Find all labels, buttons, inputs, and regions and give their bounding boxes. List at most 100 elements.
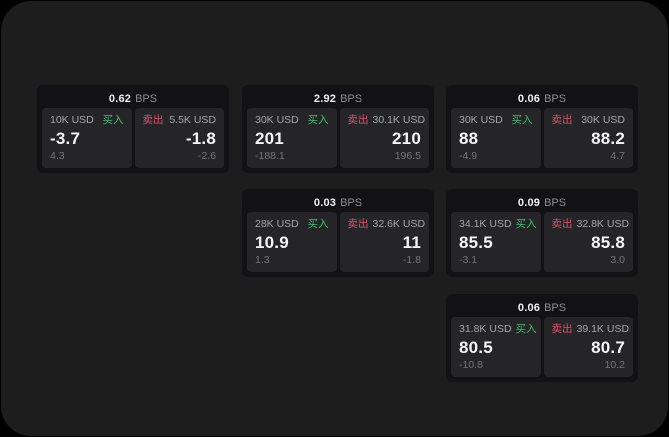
buy-side-label: 买入 xyxy=(307,114,329,126)
quote-panels: 30K USD 买入 88 -4.9 卖出 30K USD 88.2 4.7 xyxy=(451,108,633,168)
sell-panel[interactable]: 卖出 30.1K USD 210 196.5 xyxy=(339,108,429,168)
sell-side-label: 卖出 xyxy=(347,114,369,126)
buy-amount: 28K USD xyxy=(255,218,299,230)
sell-panel-header: 卖出 30K USD xyxy=(552,114,626,127)
sell-price: 210 xyxy=(392,128,421,148)
buy-amount: 31.8K USD xyxy=(459,323,512,335)
spread-value: 0.03 xyxy=(313,196,337,209)
buy-price: 88 xyxy=(459,128,479,148)
spread-header: 2.92 BPS xyxy=(247,90,429,108)
quote-panels: 31.8K USD 买入 80.5 -10.8 卖出 39.1K USD 80.… xyxy=(451,317,633,377)
sell-panel[interactable]: 卖出 30K USD 88.2 4.7 xyxy=(543,108,633,168)
spread-unit-label: BPS xyxy=(544,196,567,209)
buy-sub-value: -10.8 xyxy=(459,359,483,372)
sell-amount: 32.8K USD xyxy=(576,218,630,230)
sell-amount: 30.1K USD xyxy=(372,114,426,126)
buy-panel[interactable]: 30K USD 买入 201 -188.1 xyxy=(247,108,337,168)
sell-sub-value: 196.5 xyxy=(394,150,421,163)
buy-amount: 30K USD xyxy=(459,114,503,126)
buy-amount: 34.1K USD xyxy=(459,218,512,230)
buy-panel[interactable]: 31.8K USD 买入 80.5 -10.8 xyxy=(451,317,541,377)
buy-panel-header: 34.1K USD 买入 xyxy=(459,218,537,231)
spread-value: 0.09 xyxy=(517,196,541,209)
quote-card-6: 0.06 BPS 31.8K USD 买入 80.5 -10.8 卖出 39.1… xyxy=(446,294,638,382)
sell-amount: 30K USD xyxy=(581,114,625,126)
sell-price: -1.8 xyxy=(185,128,216,148)
spread-value: 0.62 xyxy=(108,92,132,105)
spread-header: 0.06 BPS xyxy=(451,90,633,108)
buy-panel-header: 10K USD 买入 xyxy=(50,114,124,127)
sell-side-label: 卖出 xyxy=(142,114,164,126)
sell-sub-value: 10.2 xyxy=(604,359,625,372)
sell-price: 85.8 xyxy=(591,232,625,252)
sell-price: 11 xyxy=(402,232,421,252)
buy-price: 10.9 xyxy=(255,232,289,252)
buy-panel-header: 31.8K USD 买入 xyxy=(459,323,537,336)
sell-panel[interactable]: 卖出 39.1K USD 80.7 10.2 xyxy=(543,317,633,377)
buy-price: -3.7 xyxy=(50,128,81,148)
buy-side-label: 买入 xyxy=(102,114,124,126)
quote-card-4: 0.03 BPS 28K USD 买入 10.9 1.3 卖出 32.6K US… xyxy=(242,189,434,277)
buy-sub-value: -3.1 xyxy=(459,254,478,267)
buy-panel-header: 28K USD 买入 xyxy=(255,218,329,231)
buy-sub-value: 1.3 xyxy=(255,254,270,267)
sell-panel-header: 卖出 32.6K USD xyxy=(347,218,426,231)
sell-panel-header: 卖出 32.8K USD xyxy=(551,218,630,231)
quote-card-3: 0.06 BPS 30K USD 买入 88 -4.9 卖出 30K USD xyxy=(446,85,638,173)
spread-header: 0.03 BPS xyxy=(247,194,429,212)
buy-panel[interactable]: 30K USD 买入 88 -4.9 xyxy=(451,108,541,168)
sell-panel[interactable]: 卖出 32.8K USD 85.8 3.0 xyxy=(543,212,633,272)
spread-value: 2.92 xyxy=(313,92,337,105)
buy-side-label: 买入 xyxy=(307,218,329,230)
spread-header: 0.62 BPS xyxy=(42,90,224,108)
sell-sub-value: 3.0 xyxy=(610,254,625,267)
spread-unit-label: BPS xyxy=(340,196,363,209)
buy-panel[interactable]: 28K USD 买入 10.9 1.3 xyxy=(247,212,337,272)
quote-card-1: 0.62 BPS 10K USD 买入 -3.7 4.3 卖出 5.5K USD xyxy=(37,85,229,173)
quote-panels: 28K USD 买入 10.9 1.3 卖出 32.6K USD 11 -1.8 xyxy=(247,212,429,272)
buy-sub-value: -4.9 xyxy=(459,150,478,163)
spread-unit-label: BPS xyxy=(544,92,567,105)
buy-panel[interactable]: 10K USD 买入 -3.7 4.3 xyxy=(42,108,132,168)
sell-side-label: 卖出 xyxy=(551,323,573,335)
buy-side-label: 买入 xyxy=(511,114,533,126)
spread-unit-label: BPS xyxy=(544,301,567,314)
sell-panel-header: 卖出 30.1K USD xyxy=(347,114,426,127)
buy-sub-value: -188.1 xyxy=(255,150,285,163)
sell-sub-value: -1.8 xyxy=(402,254,421,267)
buy-panel[interactable]: 34.1K USD 买入 85.5 -3.1 xyxy=(451,212,541,272)
buy-amount: 30K USD xyxy=(255,114,299,126)
buy-panel-header: 30K USD 买入 xyxy=(459,114,533,127)
sell-amount: 39.1K USD xyxy=(576,323,630,335)
sell-panel[interactable]: 卖出 32.6K USD 11 -1.8 xyxy=(339,212,429,272)
sell-panel[interactable]: 卖出 5.5K USD -1.8 -2.6 xyxy=(134,108,224,168)
sell-side-label: 卖出 xyxy=(551,114,573,126)
quote-panels: 34.1K USD 买入 85.5 -3.1 卖出 32.8K USD 85.8… xyxy=(451,212,633,272)
buy-price: 80.5 xyxy=(459,337,493,357)
buy-price: 85.5 xyxy=(459,232,493,252)
sell-amount: 5.5K USD xyxy=(169,114,216,126)
sell-amount: 32.6K USD xyxy=(372,218,426,230)
quote-panels: 10K USD 买入 -3.7 4.3 卖出 5.5K USD -1.8 -2.… xyxy=(42,108,224,168)
quote-panels: 30K USD 买入 201 -188.1 卖出 30.1K USD 210 1… xyxy=(247,108,429,168)
sell-side-label: 卖出 xyxy=(551,218,573,230)
sell-price: 88.2 xyxy=(591,128,625,148)
sell-price: 80.7 xyxy=(591,337,625,357)
sell-panel-header: 卖出 5.5K USD xyxy=(143,114,217,127)
sell-sub-value: -2.6 xyxy=(197,150,216,163)
spread-header: 0.06 BPS xyxy=(451,299,633,317)
sell-side-label: 卖出 xyxy=(347,218,369,230)
spread-header: 0.09 BPS xyxy=(451,194,633,212)
sell-sub-value: 4.7 xyxy=(610,150,625,163)
buy-panel-header: 30K USD 买入 xyxy=(255,114,329,127)
buy-sub-value: 4.3 xyxy=(50,150,65,163)
spread-unit-label: BPS xyxy=(135,92,158,105)
spread-unit-label: BPS xyxy=(340,92,363,105)
buy-price: 201 xyxy=(255,128,284,148)
quote-card-2: 2.92 BPS 30K USD 买入 201 -188.1 卖出 30.1K … xyxy=(242,85,434,173)
buy-side-label: 买入 xyxy=(515,218,537,230)
quote-card-5: 0.09 BPS 34.1K USD 买入 85.5 -3.1 卖出 32.8K… xyxy=(446,189,638,277)
buy-amount: 10K USD xyxy=(50,114,94,126)
